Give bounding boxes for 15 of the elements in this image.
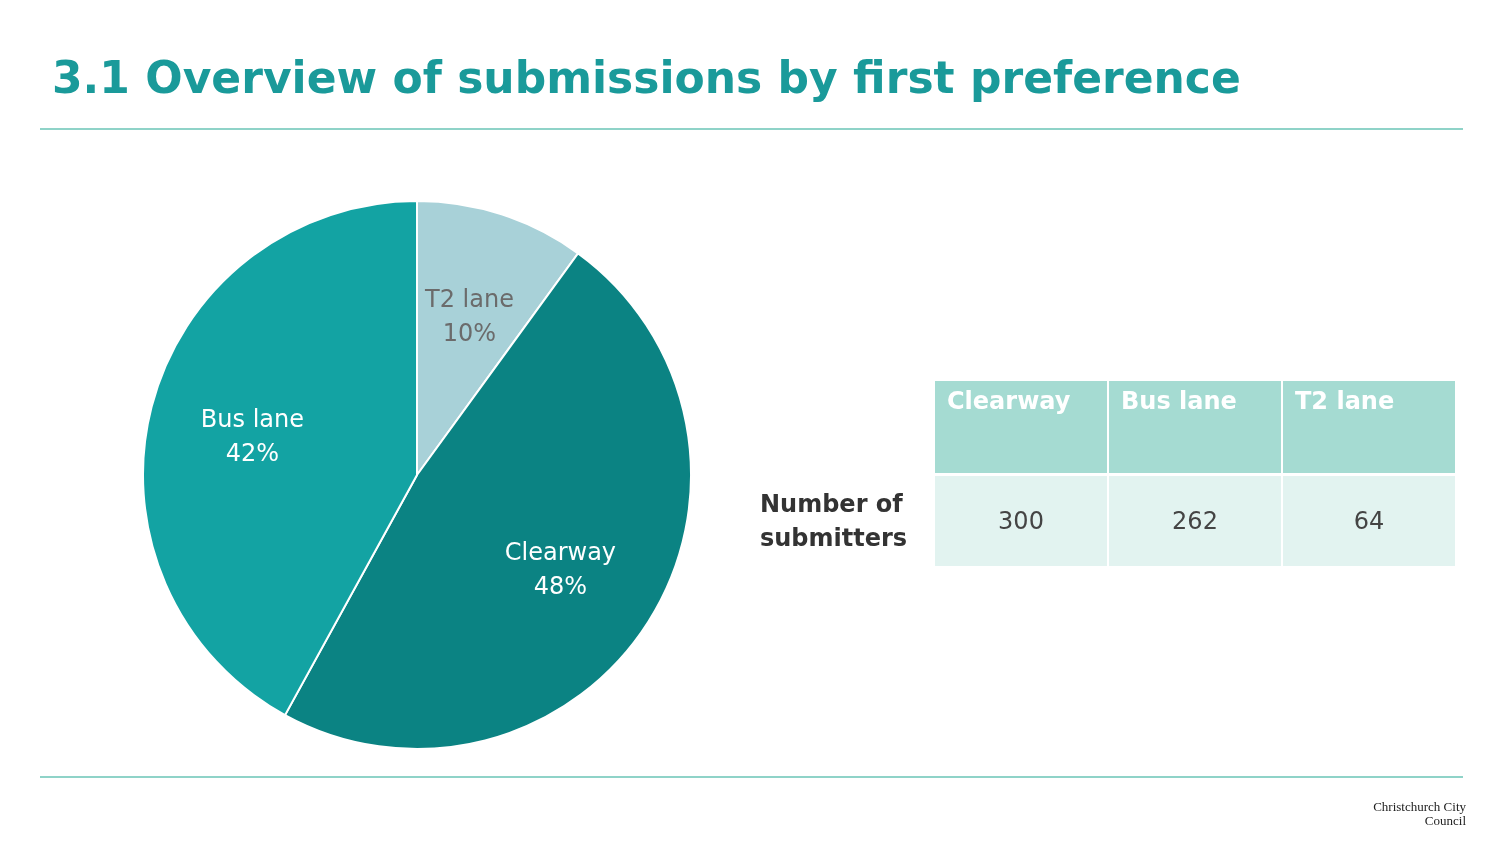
slice-label: Bus lane xyxy=(200,404,305,433)
data-label: 48% xyxy=(533,572,588,601)
data-label: 64 xyxy=(1283,476,1455,566)
slice-label: T2 lane xyxy=(424,285,514,314)
category-label: Bus lane xyxy=(1109,381,1283,476)
data-label: 10% xyxy=(442,319,497,348)
data-label: 262 xyxy=(1109,476,1283,566)
slice-label: Clearway xyxy=(504,538,617,567)
text: Christchurch City Council xyxy=(1372,799,1466,828)
data-label: 300 xyxy=(935,476,1109,566)
category-label: T2 lane xyxy=(1283,381,1455,476)
chart-title: 3.1 Overview of submissions by first preference xyxy=(52,52,1241,103)
category-label: Clearway xyxy=(935,381,1109,476)
text: Number of submitters xyxy=(760,489,909,554)
data-label: 42% xyxy=(225,438,280,467)
